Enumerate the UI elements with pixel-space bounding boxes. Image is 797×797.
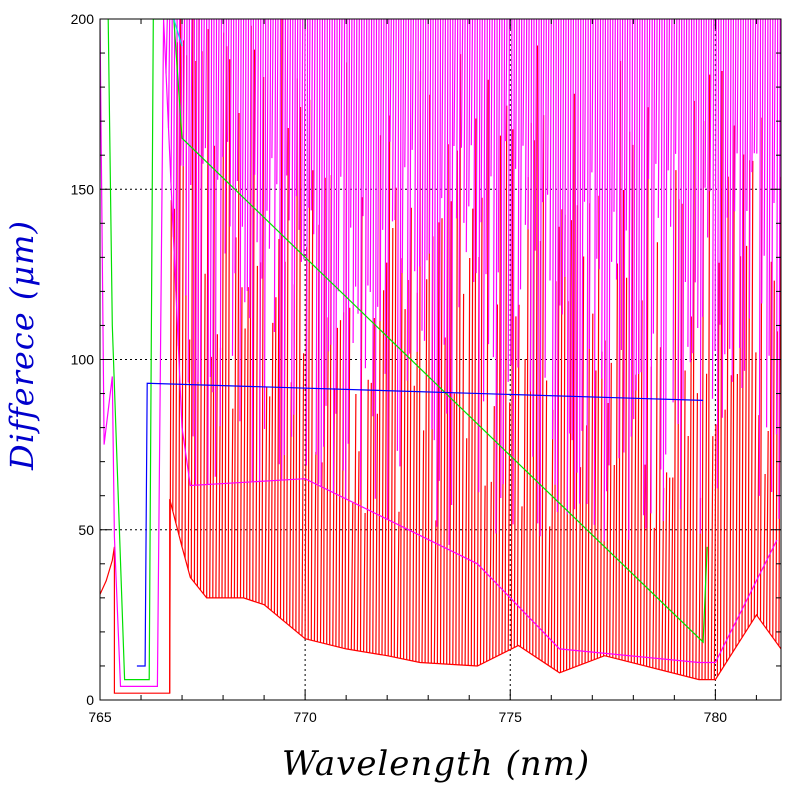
x-axis-title: Wavelength (nm) (282, 744, 590, 784)
series-cyan-floor (173, 19, 183, 47)
series-red-floor (100, 498, 781, 694)
y-axis-title: Differece (μm) (3, 220, 41, 471)
series-lines (100, 19, 781, 694)
y-tick-label: 200 (71, 11, 95, 27)
x-tick-label: 770 (293, 709, 317, 725)
y-tick-label: 0 (86, 692, 94, 708)
axis-ticks: 0 50 100 150 200 765 770 775 780 (71, 11, 781, 725)
y-tick-label: 150 (71, 181, 95, 197)
x-tick-label: 775 (499, 709, 523, 725)
x-tick-label: 765 (88, 709, 112, 725)
x-tick-label: 780 (704, 709, 728, 725)
series-magenta-spikes (163, 19, 781, 546)
series-magenta-floor (100, 19, 778, 687)
series-green-floor (107, 19, 708, 681)
y-tick-label: 100 (71, 352, 95, 368)
series-blue-floor (136, 382, 704, 667)
y-tick-label: 50 (78, 522, 94, 538)
